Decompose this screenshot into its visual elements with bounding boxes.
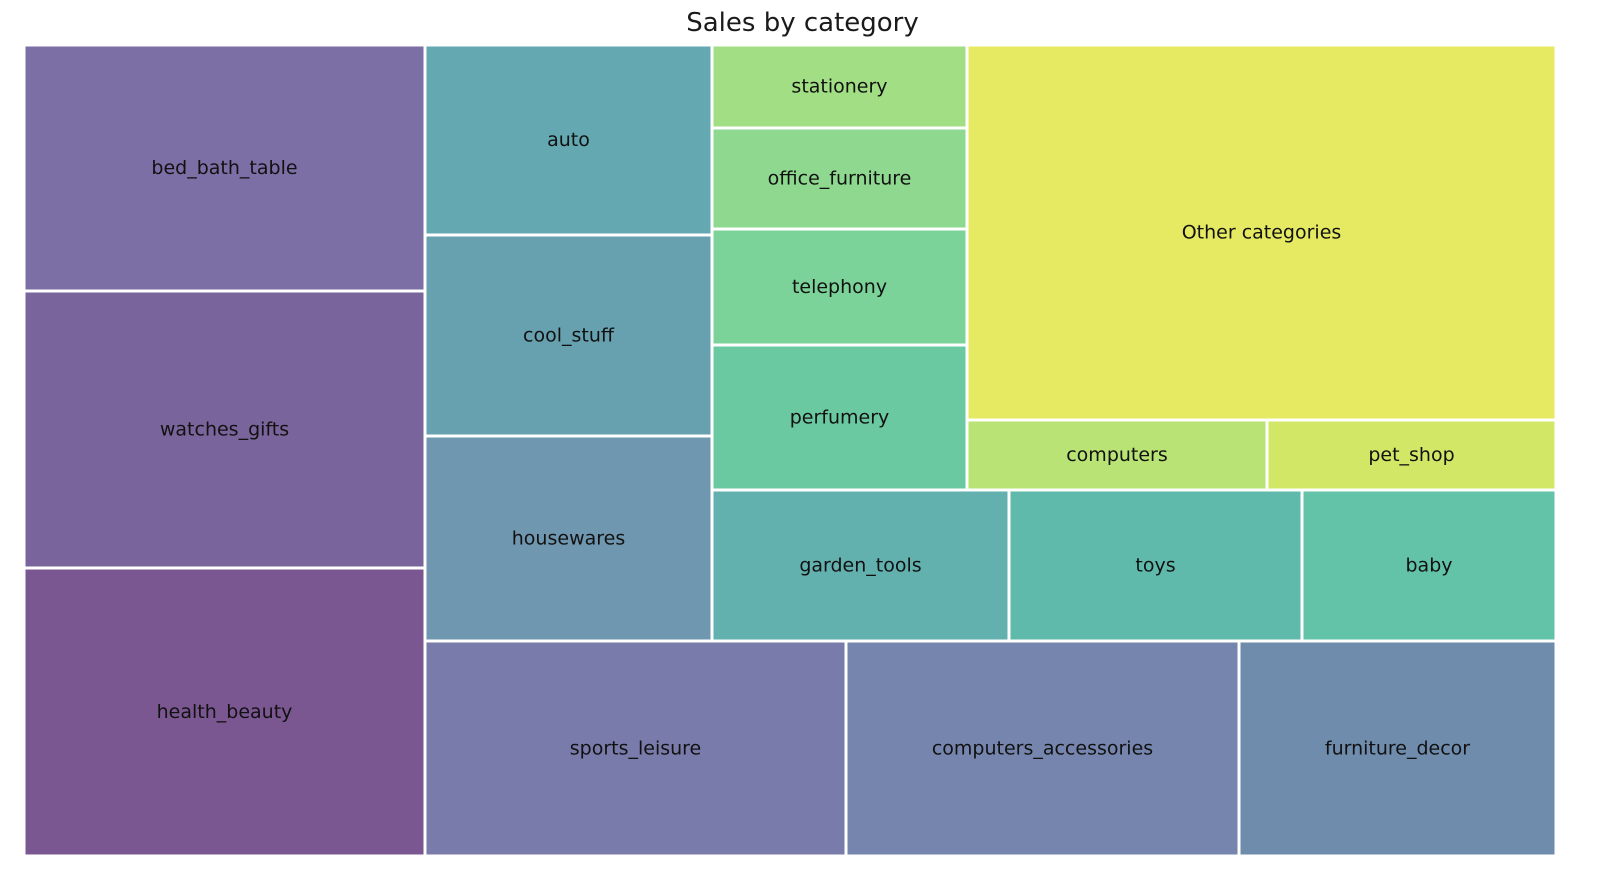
tile-computers: computers [965,418,1269,492]
tile-label-housewares: housewares [512,528,625,550]
tile-stationery: stationery [710,43,969,130]
tile-perfumery: perfumery [710,343,969,492]
tile-pet-shop: pet_shop [1265,418,1558,492]
tile-computers-accessories: computers_accessories [844,639,1241,858]
tile-label-sports-leisure: sports_leisure [570,738,702,760]
tile-label-baby: baby [1405,555,1452,577]
tile-rect-baby [1300,488,1558,643]
tile-rect-health-beauty [22,566,427,858]
tile-label-cool-stuff: cool_stuff [523,325,615,347]
tile-baby: baby [1300,488,1558,643]
tile-telephony: telephony [710,227,969,347]
tile-toys: toys [1007,488,1304,643]
tile-rect-toys [1007,488,1304,643]
tile-rect-pet-shop [1265,418,1558,492]
tile-rect-telephony [710,227,969,347]
tile-label-health-beauty: health_beauty [157,701,293,723]
tile-rect-watches-gifts [22,289,427,570]
tile-rect-perfumery [710,343,969,492]
tile-furniture-decor: furniture_decor [1237,639,1558,858]
tile-label-watches-gifts: watches_gifts [160,419,289,441]
tile-office-furniture: office_furniture [710,126,969,231]
tile-label-telephony: telephony [792,276,887,298]
tile-rect-office-furniture [710,126,969,231]
tile-rect-computers-accessories [844,639,1241,858]
tile-watches-gifts: watches_gifts [22,289,427,570]
tile-rect-sports-leisure [423,639,848,858]
tile-label-computers-accessories: computers_accessories [932,738,1153,760]
tile-sports-leisure: sports_leisure [423,639,848,858]
tile-label-auto: auto [547,129,590,151]
tile-rect-furniture-decor [1237,639,1558,858]
tile-rect-bed-bath-table [22,43,427,293]
tile-rect-computers [965,418,1269,492]
tile-auto: auto [423,43,714,237]
tile-garden-tools: garden_tools [710,488,1011,643]
tile-label-furniture-decor: furniture_decor [1325,738,1470,760]
tile-rect-garden-tools [710,488,1011,643]
tile-label-bed-bath-table: bed_bath_table [151,157,297,179]
tile-bed-bath-table: bed_bath_table [22,43,427,293]
tile-label-perfumery: perfumery [790,407,890,429]
tile-other-categories: Other categories [965,43,1558,422]
tile-label-other-categories: Other categories [1182,222,1342,244]
chart-title: Sales by category [686,8,919,38]
tile-health-beauty: health_beauty [22,566,427,858]
tile-label-pet-shop: pet_shop [1368,444,1454,466]
tile-label-garden-tools: garden_tools [799,555,921,577]
tile-label-toys: toys [1135,555,1175,577]
tile-label-computers: computers [1066,444,1168,466]
tile-label-stationery: stationery [791,76,887,98]
tile-housewares: housewares [423,434,714,643]
tile-cool-stuff: cool_stuff [423,233,714,438]
tile-label-office-furniture: office_furniture [768,168,912,190]
